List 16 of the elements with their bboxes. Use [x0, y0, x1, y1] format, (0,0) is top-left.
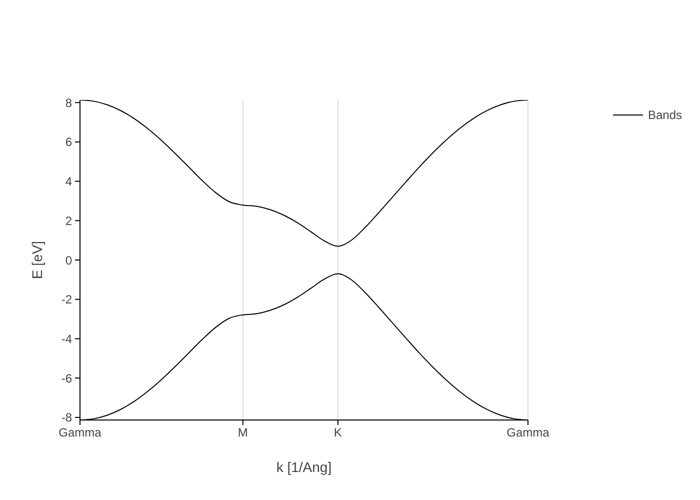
x-tick-label: Gamma: [58, 426, 102, 440]
x-tick-label: Gamma: [506, 426, 550, 440]
y-axis-title: E [eV]: [29, 240, 45, 280]
x-tick-label: M: [238, 426, 248, 440]
y-tick-label: -2: [61, 292, 72, 307]
x-tick-label: K: [334, 426, 342, 440]
x-axis-title: k [1/Ang]: [276, 459, 332, 475]
y-tick-label: 6: [65, 135, 72, 150]
y-tick-label: -8: [61, 410, 72, 425]
y-tick-label: -4: [61, 332, 72, 346]
y-tick-label: 8: [65, 96, 72, 110]
y-tick-label: 2: [65, 214, 72, 228]
y-tick-label: 4: [65, 174, 72, 189]
legend-label: Bands: [648, 108, 682, 122]
y-tick-label: -6: [61, 371, 72, 386]
y-tick-label: 0: [65, 253, 72, 268]
